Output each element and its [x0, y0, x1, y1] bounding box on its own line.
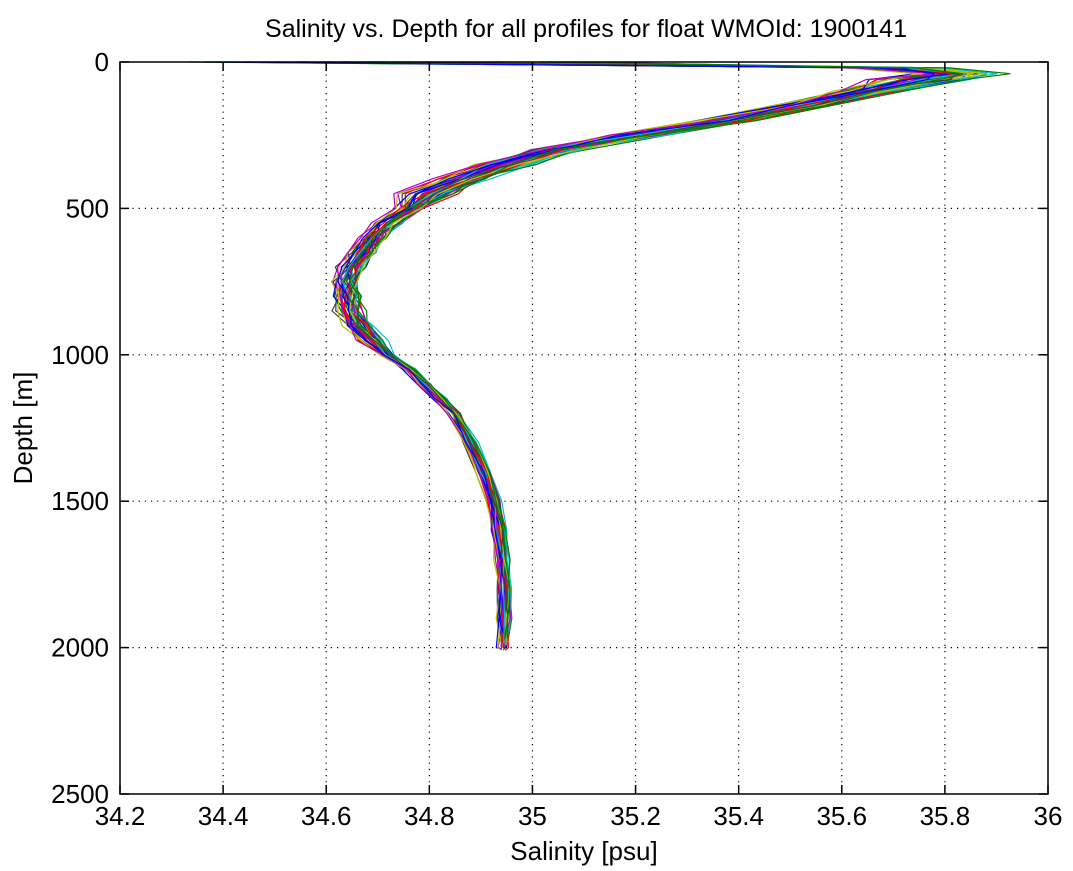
x-tick-label: 35.4 [713, 801, 764, 831]
y-tick-label: 2500 [51, 779, 109, 809]
y-tick-label: 0 [95, 47, 109, 77]
y-tick-label: 500 [66, 193, 109, 223]
x-tick-label: 35.6 [816, 801, 867, 831]
grid [120, 62, 1048, 794]
x-tick-label: 36 [1034, 801, 1063, 831]
y-tick-label: 1500 [51, 486, 109, 516]
x-tick-label: 35 [518, 801, 547, 831]
y-tick-label: 2000 [51, 633, 109, 663]
x-tick-label: 34.4 [198, 801, 249, 831]
x-tick-label: 35.2 [610, 801, 661, 831]
x-tick-label: 34.8 [404, 801, 455, 831]
x-tick-label: 34.2 [95, 801, 146, 831]
y-axis-label: Depth [m] [8, 372, 38, 485]
ticks [119, 61, 1049, 795]
profile-line [336, 61, 937, 648]
x-tick-label: 34.6 [301, 801, 352, 831]
plot-frame [119, 61, 1049, 795]
x-axis-label: Salinity [psu] [510, 836, 657, 866]
profile-line [348, 61, 964, 634]
y-tick-label: 1000 [51, 340, 109, 370]
chart-title: Salinity vs. Depth for all profiles for … [265, 15, 907, 43]
profile-line [336, 61, 917, 651]
profile-line [216, 61, 936, 634]
x-tick-label: 35.8 [920, 801, 971, 831]
profiles [189, 61, 1011, 651]
tick-labels: 34.2 34.4 34.6 34.8 35 35.2 35.4 35.6 35.8 36 0 500… [51, 47, 1062, 831]
